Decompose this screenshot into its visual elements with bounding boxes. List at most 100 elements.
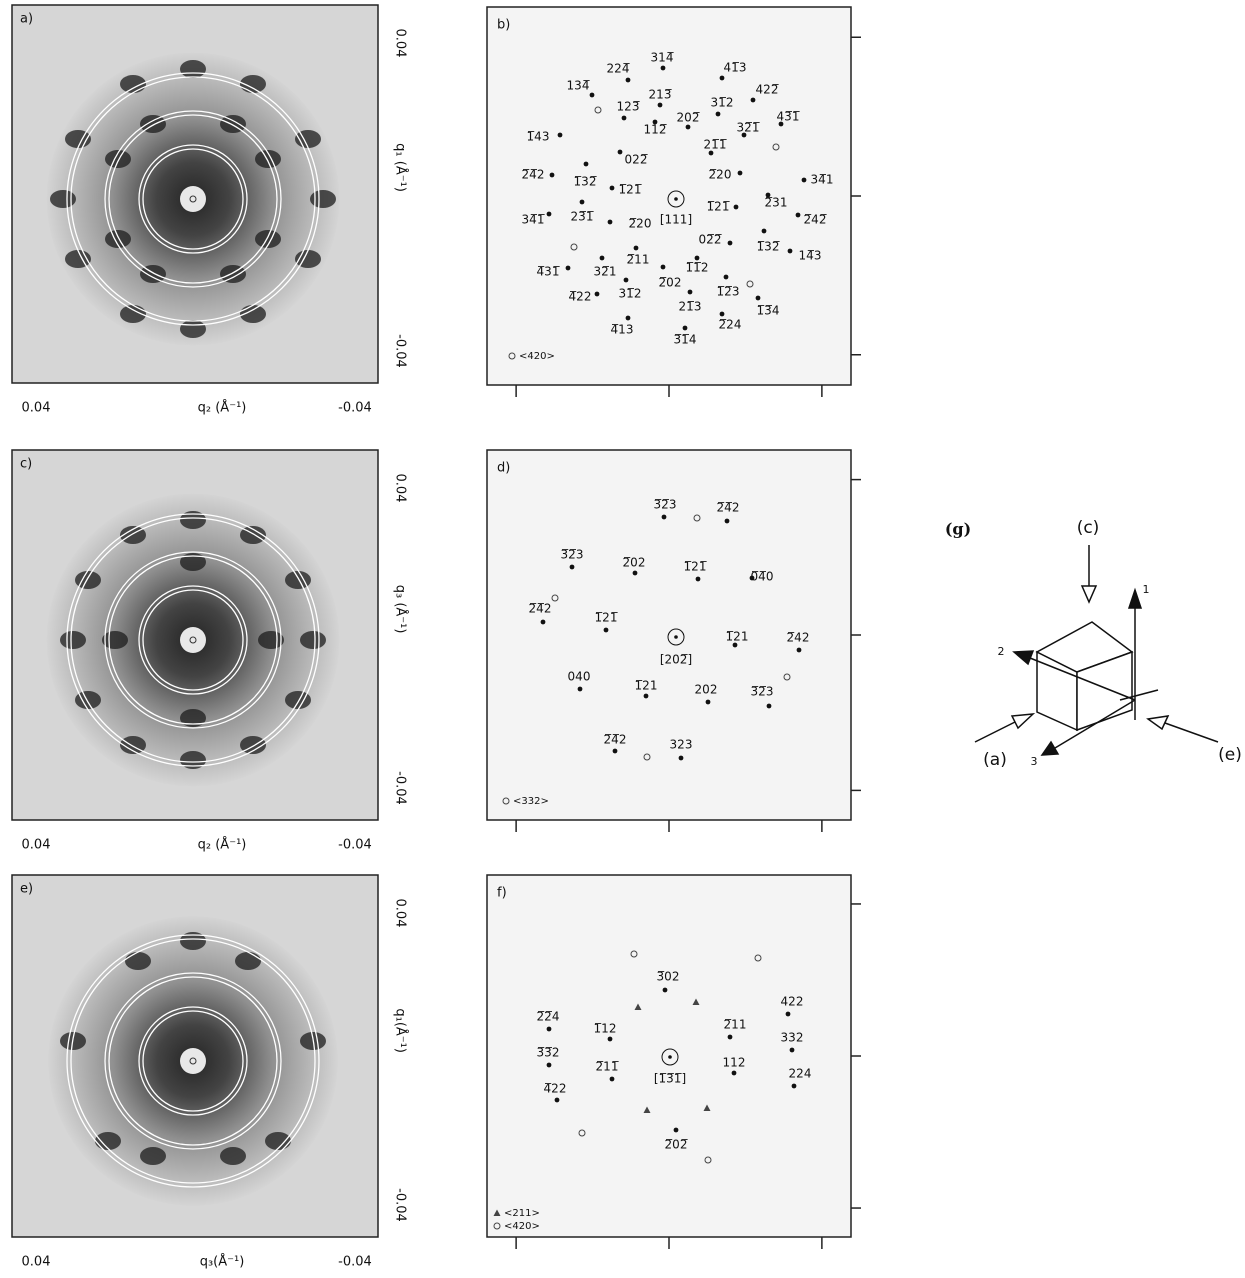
reflection-blob [220, 1147, 246, 1165]
spot [737, 170, 743, 176]
diffraction-image: e) 0.04 -0.04 q₁(Å⁻¹) 0.04 -0.04 q₃(Å⁻¹) [11, 874, 409, 1270]
reflection-blob [265, 1132, 291, 1150]
x-axis-label: q₂ (Å⁻¹) [198, 400, 247, 416]
open-marker [570, 243, 578, 251]
spot [731, 1070, 737, 1076]
spot [724, 518, 730, 524]
ring [108, 976, 278, 1146]
spot [609, 185, 615, 191]
spot [678, 755, 684, 761]
spot [796, 647, 802, 653]
spot [719, 75, 725, 81]
spot [554, 1097, 560, 1103]
reflection-blob [105, 230, 131, 248]
zone-axis [661, 1048, 679, 1066]
spot [660, 65, 666, 71]
spot-label: 123̅ [617, 100, 641, 114]
reflection-blob [285, 691, 311, 709]
axis-label: 2 [998, 645, 1005, 658]
spot-label: 41̅3 [724, 61, 747, 75]
spot-label: 1̅21̅ [595, 611, 619, 625]
spot [652, 119, 658, 125]
beam-stop [180, 627, 206, 653]
spot [727, 240, 733, 246]
spot-label: 3̅2̅3 [561, 548, 584, 562]
spot-label: 21̅1̅ [704, 138, 728, 152]
spot-label: 2̅11 [627, 253, 650, 267]
reflection-blob [75, 691, 101, 709]
open-marker [783, 673, 791, 681]
spot-label: 32̅1̅ [737, 121, 761, 135]
ring [108, 555, 278, 725]
spot [766, 703, 772, 709]
zone-axis-dot [674, 197, 678, 201]
spot-label: 1̅21 [726, 630, 749, 644]
spot [546, 211, 552, 217]
triangle-marker [643, 1106, 651, 1113]
spot [778, 121, 784, 127]
spot-label: 112̅ [644, 123, 668, 137]
spot-label: 1̅2̅3 [717, 285, 740, 299]
spot-label: 2̅02̅ [665, 1138, 689, 1152]
spot-label: 022̅ [625, 153, 649, 167]
x-tick-label: 0.04 [22, 838, 51, 853]
spot-label: 1̅1̅2 [686, 261, 709, 275]
spot-label: 323 [670, 738, 693, 752]
reflection-blob [255, 230, 281, 248]
spot [705, 699, 711, 705]
spot-label: 31̅2 [619, 287, 642, 301]
spot-label: 2̅4̅2 [529, 602, 552, 616]
ring [104, 551, 282, 729]
spot-label: 2̅20 [629, 217, 652, 231]
center [189, 636, 197, 644]
spot-label: 14̅3 [799, 249, 822, 263]
spot-label: 1̅32̅ [757, 240, 781, 254]
spot [632, 570, 638, 576]
spot [791, 1083, 797, 1089]
spot-label: 2̅24 [719, 318, 742, 332]
center [189, 195, 197, 203]
spot [741, 132, 747, 138]
ring [66, 513, 320, 767]
spot-label: 2̅02 [623, 556, 646, 570]
diagram-g [974, 545, 1219, 756]
spot [617, 149, 623, 155]
panel-label: (g) [945, 520, 971, 539]
y-tick-label: 0.04 [393, 29, 408, 58]
spot [557, 132, 563, 138]
spot [612, 748, 618, 754]
spot-label: 3̅02 [657, 970, 680, 984]
spot-label: 34̅1̅ [522, 213, 546, 227]
reflection-blob [180, 553, 206, 571]
spot-label: 332 [781, 1031, 804, 1045]
spot-map: b) 134̅ 224̅ 314̅ 41̅3 422̅ 123̅ 213̅ 31̅2 1̅43 11… [486, 6, 861, 397]
spot-label: 1̅21̅ [684, 560, 708, 574]
spot [801, 177, 807, 183]
open-marker [578, 1129, 586, 1137]
x-tick-label: 0.04 [22, 1255, 51, 1270]
y-axis-label: q₁ (Å⁻¹) [393, 143, 409, 192]
spot [599, 255, 605, 261]
spot-label: 21̅3 [679, 300, 702, 314]
spot-label: 1̅32̅ [574, 175, 598, 189]
x-tick-label: 0.04 [22, 401, 51, 416]
spot-label: 2̅31 [765, 196, 788, 210]
spot-label: 4̅22 [544, 1082, 567, 1096]
x-tick-label: -0.04 [338, 401, 372, 416]
spot-label: 112 [723, 1056, 746, 1070]
spot-map: f) 3̅02 2̅2̅4 1̅12 2̅11 422 3̅3̅2 2̅11̅ 112 332 4̅… [486, 874, 861, 1249]
ring [108, 114, 278, 284]
spot [625, 315, 631, 321]
spot-label: 02̅2̅ [699, 233, 723, 247]
spot [607, 1036, 613, 1042]
triangle-marker [634, 1003, 642, 1010]
spot-label: 43̅1̅ [777, 110, 801, 124]
triangle-marker [692, 998, 700, 1005]
spot [723, 274, 729, 280]
spot-label: 4̅31̅ [537, 265, 561, 279]
spot-label: 3̅1̅4 [674, 333, 697, 347]
spot [540, 619, 546, 625]
triangle-marker [493, 1209, 501, 1216]
panel-label: d) [497, 461, 510, 476]
